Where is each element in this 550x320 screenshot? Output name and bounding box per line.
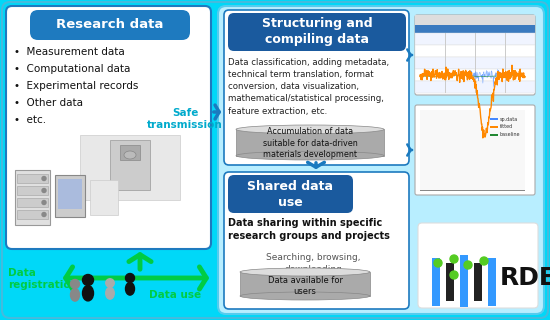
FancyBboxPatch shape <box>224 10 409 165</box>
Text: baseline: baseline <box>500 132 520 138</box>
FancyBboxPatch shape <box>218 6 544 314</box>
Text: •  Measurement data: • Measurement data <box>14 47 125 57</box>
Ellipse shape <box>125 283 135 295</box>
Bar <box>240 272 370 296</box>
Text: Research data: Research data <box>56 19 164 31</box>
Bar <box>415 33 535 45</box>
Text: fitted: fitted <box>500 124 513 130</box>
Circle shape <box>450 255 458 263</box>
Bar <box>474 263 482 301</box>
Text: Data
registration: Data registration <box>8 268 78 291</box>
Circle shape <box>434 259 442 267</box>
Ellipse shape <box>106 287 114 299</box>
Bar <box>490 118 498 119</box>
Bar <box>17 174 48 183</box>
Bar <box>432 258 440 306</box>
Ellipse shape <box>236 125 384 134</box>
Circle shape <box>42 212 46 217</box>
Text: Accumulation of data
suitable for data-driven
materials development: Accumulation of data suitable for data-d… <box>263 127 358 159</box>
Bar <box>15 170 50 225</box>
Text: •  etc.: • etc. <box>14 115 46 125</box>
Circle shape <box>42 201 46 204</box>
Text: •  Computational data: • Computational data <box>14 64 130 74</box>
Bar <box>415 15 535 25</box>
Bar <box>488 258 496 306</box>
Ellipse shape <box>240 292 370 300</box>
Text: RDE: RDE <box>500 266 550 290</box>
Ellipse shape <box>124 151 136 159</box>
Circle shape <box>106 279 114 287</box>
Bar <box>420 110 525 190</box>
FancyBboxPatch shape <box>228 175 353 213</box>
Circle shape <box>82 275 94 285</box>
Text: Data sharing within specific
research groups and projects: Data sharing within specific research gr… <box>228 218 390 241</box>
Bar <box>58 179 82 209</box>
FancyBboxPatch shape <box>6 6 211 249</box>
Circle shape <box>480 257 488 265</box>
Bar <box>120 145 140 160</box>
Text: Safe
transmission: Safe transmission <box>147 108 223 131</box>
Text: Shared data
use: Shared data use <box>247 180 333 209</box>
Text: Data available for
users: Data available for users <box>267 276 343 296</box>
Circle shape <box>450 271 458 279</box>
Bar <box>490 126 498 127</box>
Text: Searching, browsing,
downloading: Searching, browsing, downloading <box>266 253 360 274</box>
FancyBboxPatch shape <box>30 10 190 40</box>
Bar <box>90 180 118 215</box>
FancyBboxPatch shape <box>418 223 538 308</box>
Bar <box>17 198 48 207</box>
Ellipse shape <box>70 289 80 301</box>
Bar <box>236 129 384 156</box>
Bar <box>415 45 535 57</box>
FancyBboxPatch shape <box>415 15 535 95</box>
Bar <box>17 186 48 195</box>
FancyBboxPatch shape <box>415 105 535 195</box>
Text: Data use: Data use <box>149 290 201 300</box>
Bar <box>460 255 468 307</box>
Ellipse shape <box>236 151 384 160</box>
Text: sp.data: sp.data <box>500 116 518 122</box>
Circle shape <box>70 279 80 289</box>
Circle shape <box>42 177 46 180</box>
Bar <box>415 81 535 93</box>
Text: •  Experimental records: • Experimental records <box>14 81 139 91</box>
Bar <box>80 135 180 200</box>
Bar <box>110 140 150 190</box>
Ellipse shape <box>240 268 370 276</box>
FancyBboxPatch shape <box>224 172 409 309</box>
Ellipse shape <box>82 285 94 301</box>
Bar <box>415 69 535 81</box>
Bar <box>415 57 535 69</box>
Circle shape <box>464 261 472 269</box>
Text: Data classification, adding metadata,
technical term translation, format
convers: Data classification, adding metadata, te… <box>228 58 389 116</box>
Bar <box>55 175 85 217</box>
FancyBboxPatch shape <box>228 13 406 51</box>
Bar <box>490 134 498 135</box>
Bar <box>415 25 535 33</box>
Circle shape <box>42 188 46 193</box>
Text: •  Other data: • Other data <box>14 98 83 108</box>
Bar <box>446 263 454 301</box>
Text: Structuring and
compiling data: Structuring and compiling data <box>262 18 372 46</box>
Bar <box>17 210 48 219</box>
Circle shape <box>125 274 135 283</box>
